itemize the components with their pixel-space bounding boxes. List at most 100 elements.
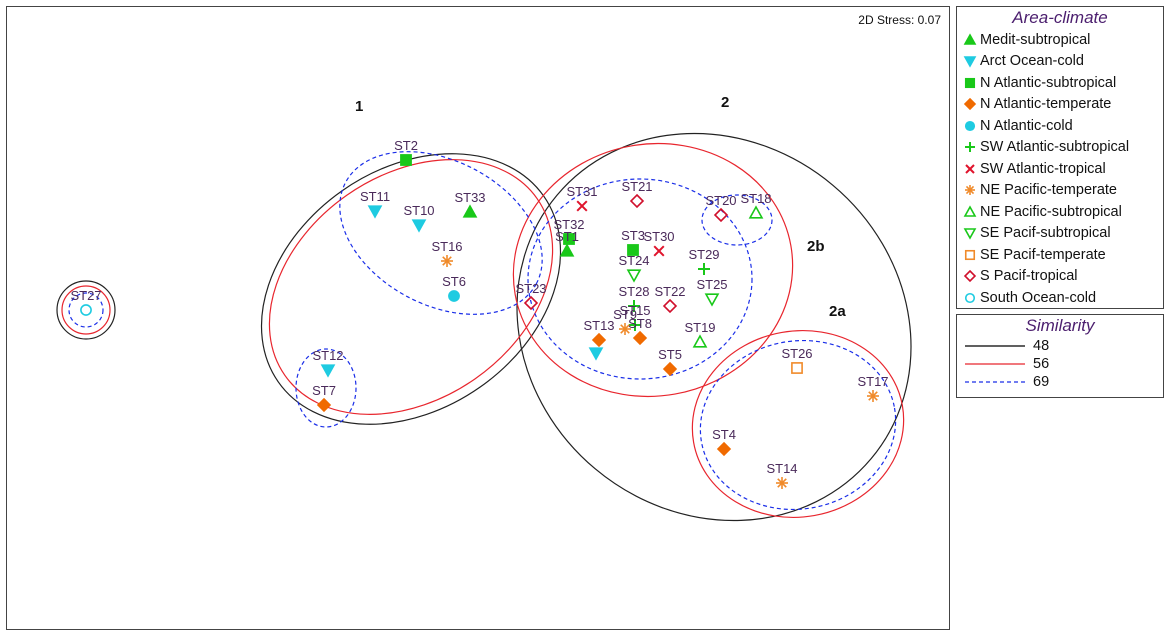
contour-48-group2 xyxy=(516,132,912,522)
legend-label: SW Atlantic-tropical xyxy=(980,160,1106,177)
legend-label: S Pacif-tropical xyxy=(980,268,1078,285)
area-climate-legend: Area-climate Medit-subtropical Arct Ocean… xyxy=(956,6,1164,309)
point-label: ST5 xyxy=(658,347,682,362)
similarity-value: 48 xyxy=(1033,338,1050,354)
point-label: ST16 xyxy=(431,239,462,254)
point-label: ST29 xyxy=(688,247,719,262)
legend-marker-icon xyxy=(963,98,977,111)
point-st14: ST14 xyxy=(766,461,798,489)
point-st2: ST2 xyxy=(394,138,418,166)
legend-marker-icon xyxy=(965,164,975,174)
point-st3: ST3 xyxy=(621,228,645,256)
point-label: ST26 xyxy=(781,346,812,361)
similarity-line-icon xyxy=(965,363,1025,365)
cluster-label-2a: 2a xyxy=(829,303,846,320)
point-st12: ST12 xyxy=(312,348,344,378)
point-label: ST1 xyxy=(555,229,579,244)
legend-entries: Medit-subtropical Arct Ocean-cold N Atlant… xyxy=(957,29,1163,309)
point-st20: ST20 xyxy=(705,193,737,223)
legend-item: N Atlantic-cold xyxy=(957,115,1163,137)
point-label: ST10 xyxy=(403,203,434,218)
point-st5: ST5 xyxy=(658,347,682,377)
point-st8: ST8 xyxy=(628,316,652,346)
legend-label: NE Pacific-temperate xyxy=(980,182,1117,199)
legend-item: N Atlantic-temperate xyxy=(957,94,1163,116)
point-label: ST31 xyxy=(566,184,597,199)
legend-label: Arct Ocean-cold xyxy=(980,53,1084,70)
legend-title: Area-climate xyxy=(1012,8,1108,27)
point-label: ST7 xyxy=(312,383,336,398)
legend-item: SW Atlantic-tropical xyxy=(957,158,1163,180)
legend-marker-icon xyxy=(964,120,976,131)
point-st9: ST9 xyxy=(613,307,637,335)
point-label: ST14 xyxy=(766,461,797,476)
point-label: ST2 xyxy=(394,138,418,153)
point-st19: ST19 xyxy=(684,320,716,348)
legend-item: SE Pacif-subtropical xyxy=(957,223,1163,245)
legend-item: Arct Ocean-cold xyxy=(957,51,1163,73)
contour-48-st27 xyxy=(56,280,116,340)
point-st32: ST32 xyxy=(553,217,585,245)
point-st31: ST31 xyxy=(566,184,598,212)
legend-marker-icon xyxy=(964,292,976,303)
ordination-plot: 2D Stress: 0.07 1 2 2b 2a ST2 ST11 ST10 xyxy=(6,6,950,630)
point-label: ST25 xyxy=(696,277,727,292)
legend-marker-icon xyxy=(963,33,977,45)
point-label: ST22 xyxy=(654,284,685,299)
contour-69-group2a xyxy=(699,339,897,511)
point-label: ST11 xyxy=(360,189,390,204)
point-st21: ST21 xyxy=(621,179,653,209)
data-points: ST2 ST11 ST10 ST33 ST16 ST6 ST27 ST12 ST7 ST31 ST2… xyxy=(70,138,889,489)
legend-item: Medit-subtropical xyxy=(957,29,1163,51)
point-st27: ST27 xyxy=(70,288,102,316)
point-st15: ST15 xyxy=(619,303,651,331)
point-st25: ST25 xyxy=(696,277,728,307)
legend-item: S Pacif-tropical xyxy=(957,266,1163,288)
legend-marker-icon xyxy=(963,205,977,217)
legend-label: N Atlantic-subtropical xyxy=(980,74,1117,91)
legend-marker-icon xyxy=(963,56,977,68)
legend-item: SW Atlantic-subtropical xyxy=(957,137,1163,159)
point-st28: ST28 xyxy=(618,284,650,312)
point-st13: ST13 xyxy=(583,318,615,348)
point-label: ST8 xyxy=(628,316,652,331)
legend-marker-icon xyxy=(965,142,975,153)
legend-label: NE Pacific-subtropical xyxy=(980,203,1122,220)
legend-marker-icon xyxy=(965,185,975,196)
point-label: ST20 xyxy=(705,193,736,208)
contour-56-st27 xyxy=(61,285,111,335)
similarity-line-icon xyxy=(965,381,1025,383)
point-label: ST32 xyxy=(553,217,584,232)
legend-label: N Atlantic-cold xyxy=(980,117,1073,134)
legend-label: SE Pacif-subtropical xyxy=(980,225,1111,242)
legend-marker-icon xyxy=(964,77,976,88)
point-st1: ST1 xyxy=(555,229,579,257)
cluster-labels: 1 2 2b 2a xyxy=(355,94,846,320)
cluster-label-2: 2 xyxy=(721,94,729,111)
point-label: ST4 xyxy=(712,427,736,442)
stress-label: 2D Stress: 0.07 xyxy=(858,13,941,27)
point-label: ST19 xyxy=(684,320,715,335)
point-label: ST3 xyxy=(621,228,645,243)
point-st29: ST29 xyxy=(688,247,720,275)
point-st30: ST30 xyxy=(643,229,675,257)
point-st17: ST17 xyxy=(857,374,889,402)
point-label: ST6 xyxy=(442,274,466,289)
point-label: ST27 xyxy=(70,288,101,303)
legend-item: South Ocean-cold xyxy=(957,287,1163,309)
point-label: ST33 xyxy=(454,190,485,205)
point-st10: ST10 xyxy=(403,203,435,233)
similarity-legend: Similarity 48 56 69 xyxy=(956,314,1164,398)
contour-69-st12-st7 xyxy=(295,348,357,428)
point-label: ST24 xyxy=(618,253,649,268)
legend-marker-icon xyxy=(963,270,977,283)
contour-69-st27 xyxy=(68,292,104,328)
point-label: ST28 xyxy=(618,284,649,299)
similarity-entries: 48 56 69 xyxy=(957,337,1163,391)
point-st16: ST16 xyxy=(431,239,463,267)
point-label: ST23 xyxy=(515,281,546,296)
point-label: ST21 xyxy=(621,179,652,194)
contour-69-group2b xyxy=(527,178,753,380)
legend-label: Medit-subtropical xyxy=(980,31,1091,48)
contour-56-group1 xyxy=(268,159,554,415)
